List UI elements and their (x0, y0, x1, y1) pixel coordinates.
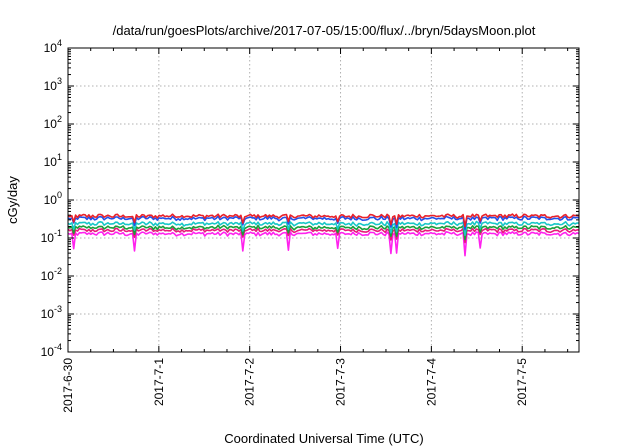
y-axis: 10-4 10-3 10-2 10-1 100 101 102 103 104 (41, 38, 579, 359)
y-tick-label: 101 (44, 152, 62, 169)
x-tick-label: 2017-6-30 (61, 358, 75, 413)
series-line (67, 215, 580, 231)
y-tick-label: 10-2 (41, 266, 62, 283)
x-tick-label: 2017-7-4 (424, 358, 438, 406)
series-line (67, 227, 580, 244)
x-tick-label: 2017-7-1 (152, 358, 166, 406)
y-tick-label: 103 (44, 76, 62, 93)
series-line (67, 224, 580, 241)
x-tick-label: 2017-7-3 (334, 358, 348, 406)
y-tick-label: 102 (44, 114, 62, 131)
chart-title: /data/run/goesPlots/archive/2017-07-05/1… (113, 23, 536, 38)
y-axis-label: cGy/day (5, 176, 20, 224)
x-axis-label: Coordinated Universal Time (UTC) (224, 431, 423, 446)
x-tick-label: 2017-7-5 (515, 358, 529, 406)
y-tick-label: 10-3 (41, 304, 62, 321)
grid (68, 48, 579, 352)
series-layer (67, 213, 580, 257)
series-line (67, 231, 580, 257)
y-tick-label: 104 (44, 38, 62, 55)
series-line (67, 213, 580, 228)
series-line (67, 220, 580, 237)
y-tick-label: 10-1 (41, 228, 62, 245)
y-tick-label: 100 (44, 190, 62, 207)
x-axis: 2017-6-30 2017-7-1 2017-7-2 2017-7-3 2017-7-… (61, 48, 569, 413)
y-tick-label: 10-4 (41, 342, 62, 359)
x-tick-label: 2017-7-2 (243, 358, 257, 406)
